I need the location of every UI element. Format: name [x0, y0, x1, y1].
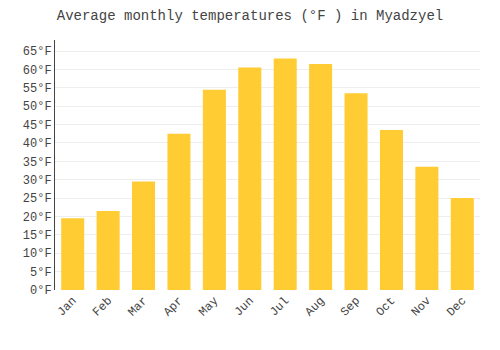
svg-text:Feb: Feb: [90, 294, 115, 319]
svg-text:60°F: 60°F: [23, 64, 52, 78]
svg-text:35°F: 35°F: [23, 156, 52, 170]
svg-text:0°F: 0°F: [30, 284, 52, 298]
svg-text:Mar: Mar: [125, 294, 150, 319]
svg-text:Nov: Nov: [409, 294, 434, 319]
svg-text:10°F: 10°F: [23, 247, 52, 261]
svg-text:Aug: Aug: [303, 294, 328, 319]
svg-text:40°F: 40°F: [23, 137, 52, 151]
svg-text:Oct: Oct: [373, 294, 398, 319]
svg-text:65°F: 65°F: [23, 45, 52, 59]
svg-text:Apr: Apr: [161, 294, 186, 319]
svg-text:25°F: 25°F: [23, 192, 52, 206]
svg-text:45°F: 45°F: [23, 119, 52, 133]
svg-text:5°F: 5°F: [30, 266, 52, 280]
svg-text:Jan: Jan: [55, 294, 80, 319]
svg-text:Sep: Sep: [338, 294, 363, 319]
svg-text:Jun: Jun: [232, 294, 257, 319]
svg-text:30°F: 30°F: [23, 174, 52, 188]
svg-text:May: May: [196, 294, 221, 319]
svg-text:Jul: Jul: [267, 294, 292, 319]
svg-text:55°F: 55°F: [23, 82, 52, 96]
svg-text:20°F: 20°F: [23, 211, 52, 225]
svg-text:Average monthly temperatures (: Average monthly temperatures (°F ) in My…: [57, 8, 443, 24]
svg-text:15°F: 15°F: [23, 229, 52, 243]
svg-text:Dec: Dec: [444, 294, 469, 319]
svg-text:50°F: 50°F: [23, 100, 52, 114]
